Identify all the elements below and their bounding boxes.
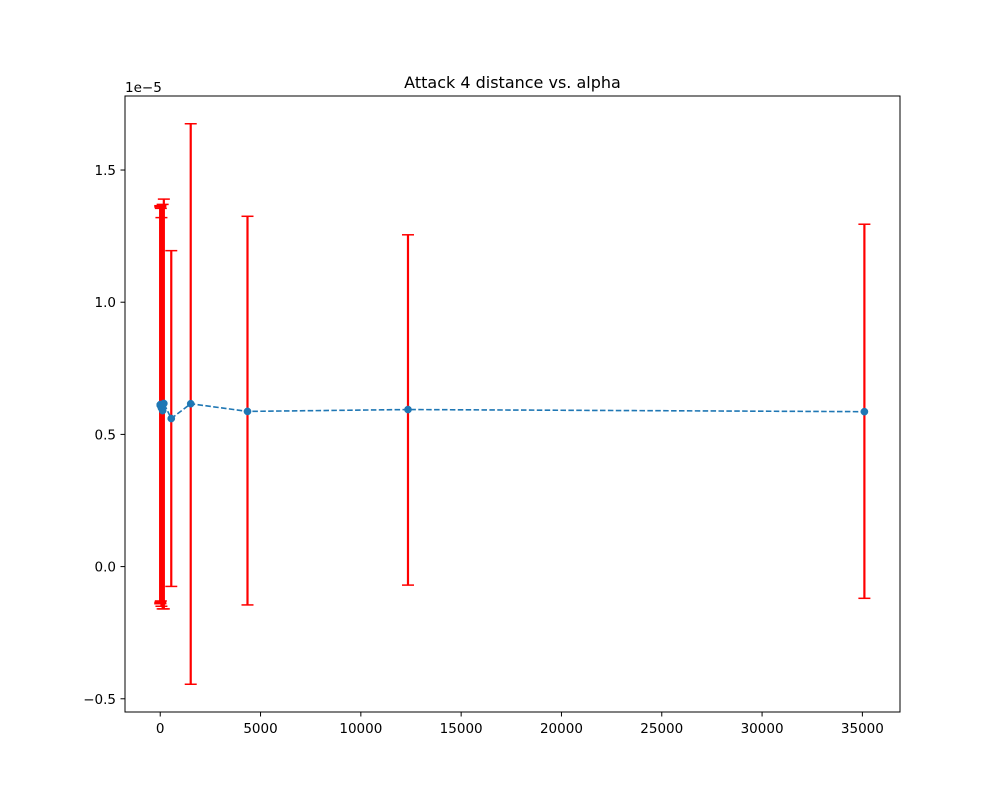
x-tick-label: 30000 bbox=[741, 721, 784, 737]
data-point bbox=[243, 407, 252, 416]
y-tick-label: 1.5 bbox=[95, 163, 116, 179]
y-tick-label: −0.5 bbox=[83, 692, 116, 708]
data-point bbox=[159, 399, 168, 408]
x-tick-label: 20000 bbox=[540, 721, 583, 737]
y-tick-label: 1.0 bbox=[95, 295, 116, 311]
x-tick-label: 25000 bbox=[640, 721, 683, 737]
data-point bbox=[158, 406, 167, 415]
plot-area bbox=[154, 123, 871, 685]
x-tick-label: 5000 bbox=[243, 721, 277, 737]
x-tick-label: 15000 bbox=[440, 721, 483, 737]
x-tick-label: 35000 bbox=[841, 721, 884, 737]
axes-frame bbox=[124, 95, 901, 713]
data-point bbox=[186, 399, 195, 408]
chart-title: Attack 4 distance vs. alpha bbox=[404, 73, 621, 92]
y-tick-label: 0.0 bbox=[95, 560, 116, 576]
x-tick-label: 10000 bbox=[339, 721, 382, 737]
data-point bbox=[167, 414, 176, 423]
data-point bbox=[860, 407, 869, 416]
y-axis: −0.5 0.0 0.5 1.0 1.5 bbox=[83, 163, 125, 708]
y-offset-label: 1e−5 bbox=[125, 80, 162, 96]
y-tick-label: 0.5 bbox=[95, 427, 116, 443]
x-axis: 0 5000 10000 15000 20000 25000 30000 35000 bbox=[156, 712, 884, 737]
data-point bbox=[404, 405, 412, 414]
x-tick-label: 0 bbox=[156, 721, 165, 737]
